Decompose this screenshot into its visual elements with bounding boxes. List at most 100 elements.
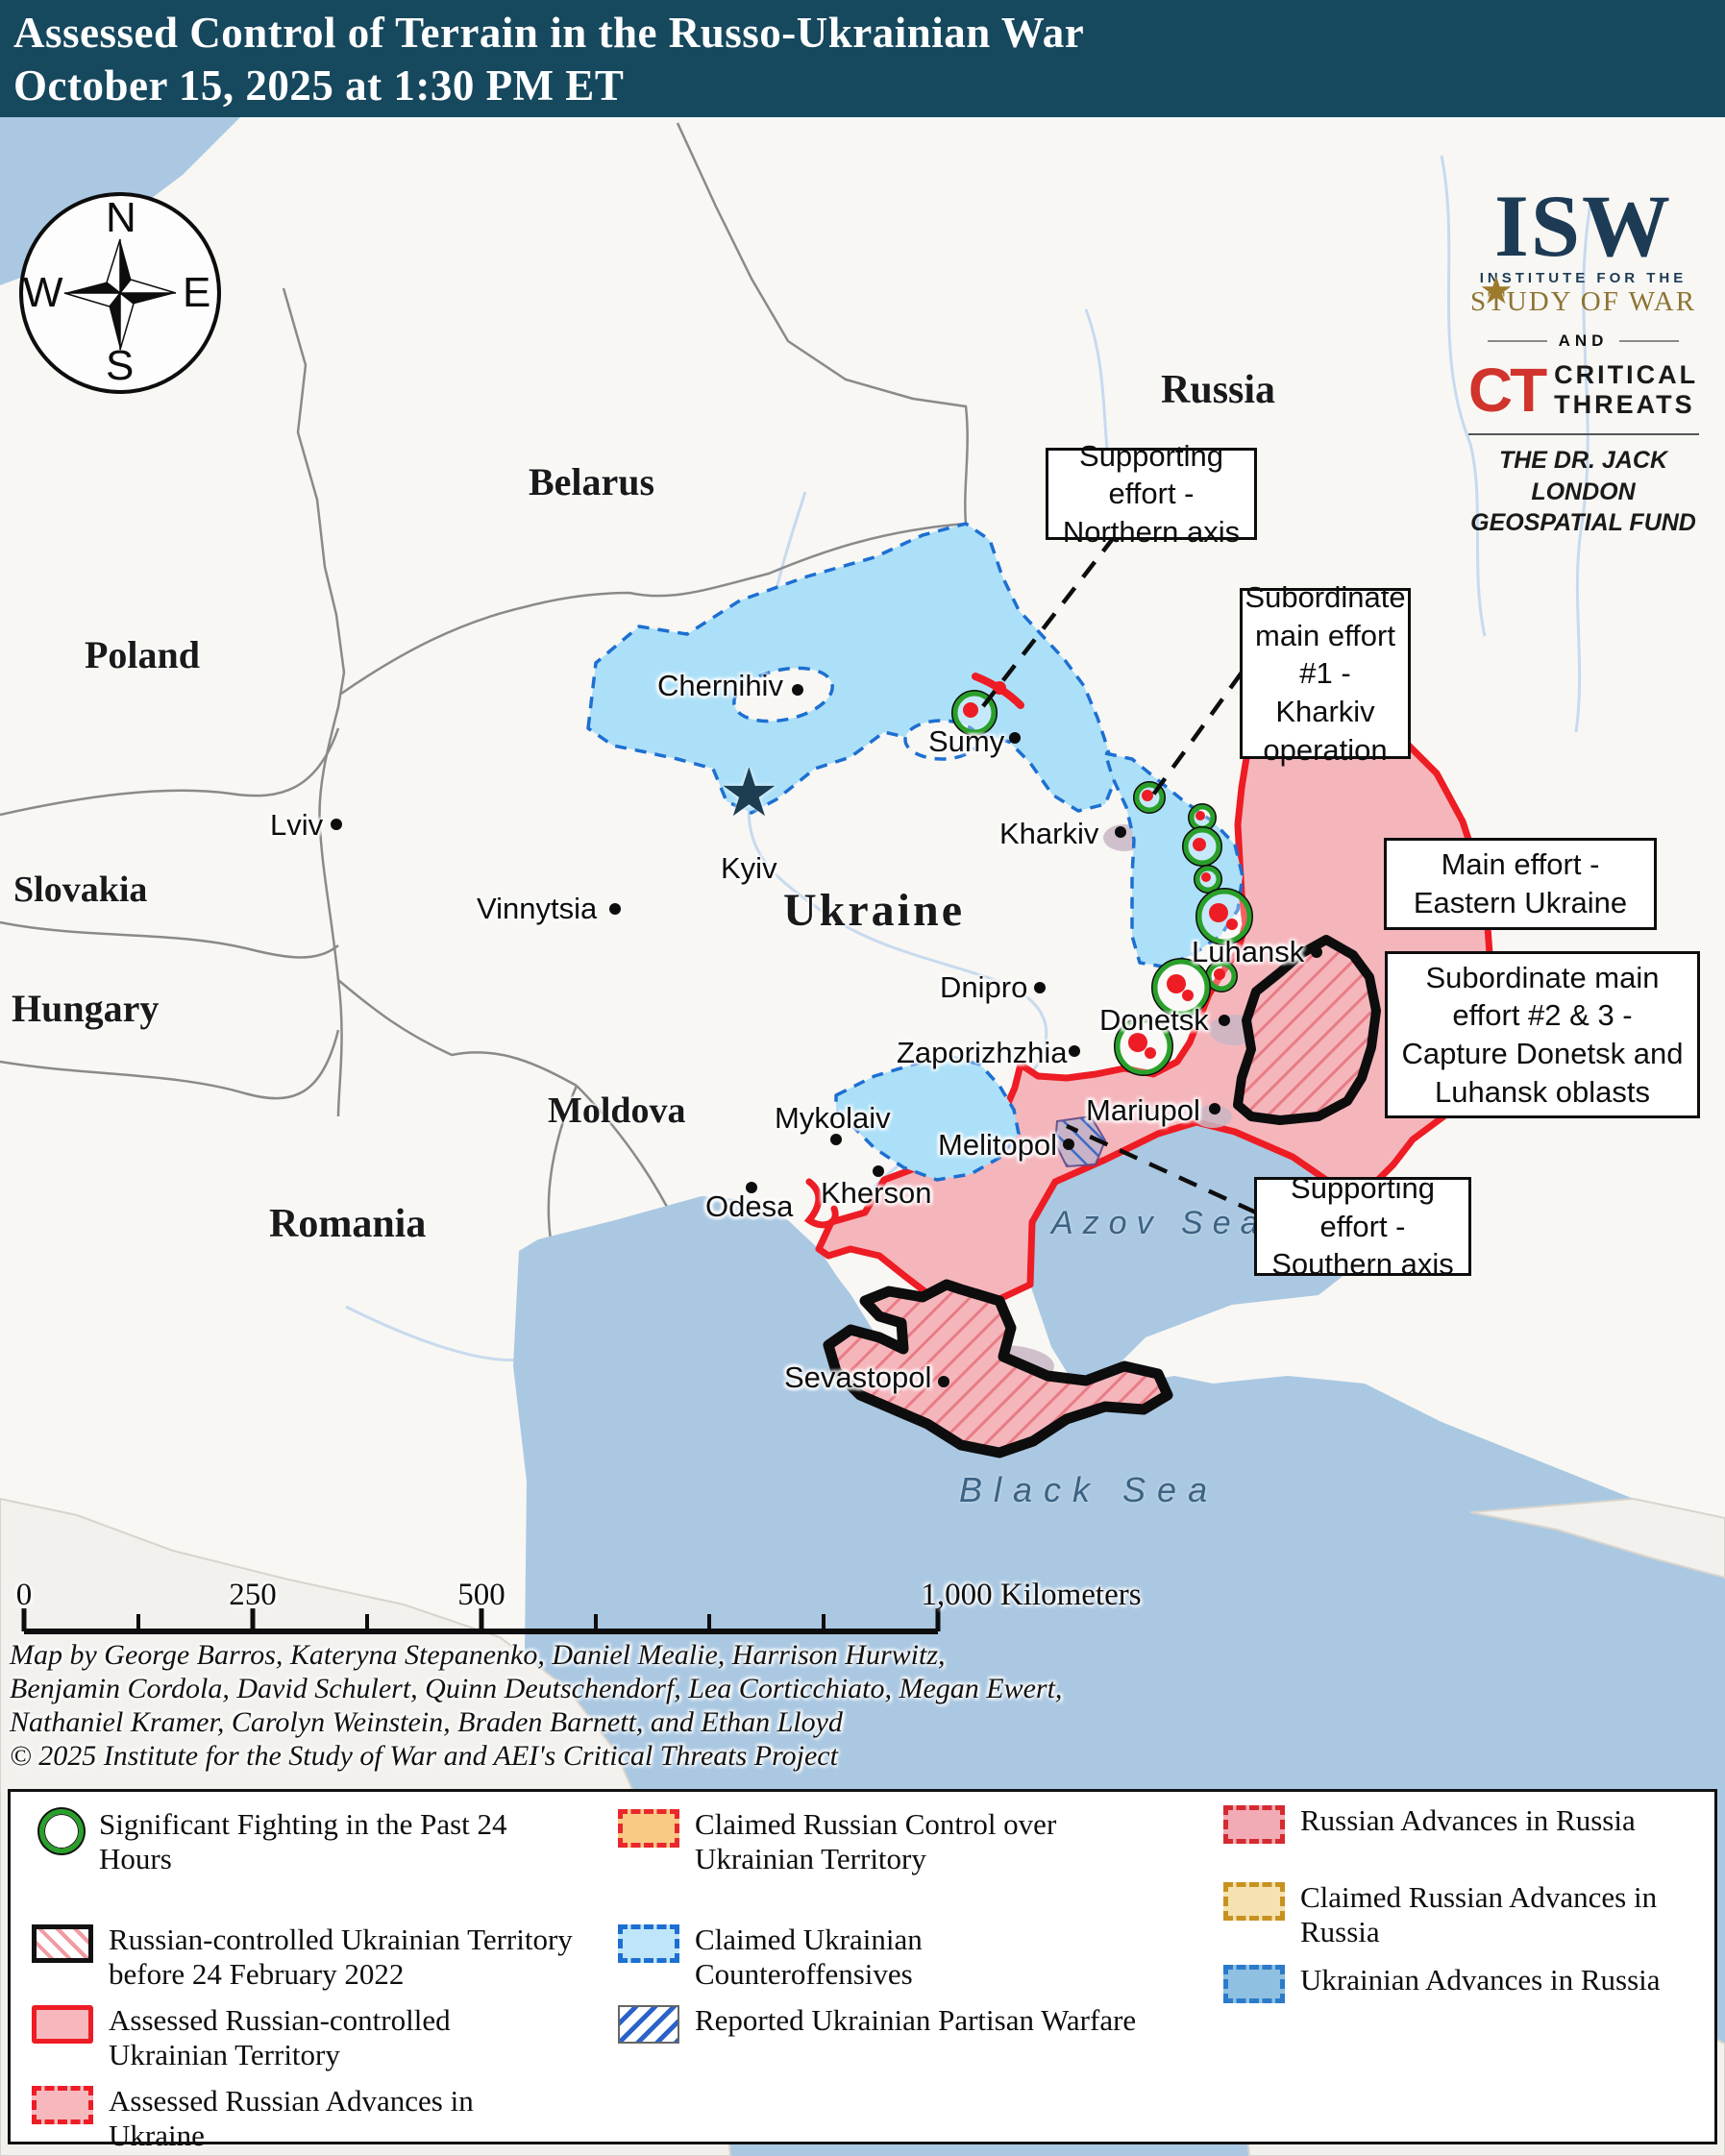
callout-line: Subordinate (1244, 579, 1406, 614)
map-date: October 15, 2025 at 1:30 PM ET (13, 61, 625, 110)
city-dot-zaporizhzhia (1069, 1045, 1080, 1057)
critical-threats-text: CRITICAL THREATS (1554, 360, 1698, 420)
city-label-kharkiv: Kharkiv (999, 817, 1099, 850)
country-label-moldova: Moldova (548, 1090, 686, 1131)
credit-line-4: © 2025 Institute for the Study of War an… (10, 1740, 838, 1772)
city-label-mariupol: Mariupol (1086, 1093, 1200, 1127)
compass-w: W (23, 269, 63, 316)
legend-label: Claimed Ukrainian Counteroffensives (695, 1923, 923, 1991)
callout-line: Capture Donetsk and (1401, 1037, 1684, 1070)
scale-bar-graphic (21, 1608, 941, 1634)
country-label-slovakia: Slovakia (13, 870, 148, 910)
legend-item-c2-r1: Claimed Russian Control over Ukrainian T… (618, 1807, 1146, 1875)
legend-swatch-dash-gold (1223, 1882, 1285, 1921)
city-dot-odesa (746, 1182, 757, 1193)
city-label-lviv: Lviv (270, 808, 324, 842)
legend-swatch-hatch-blue (618, 2005, 679, 2044)
compass-rose: N E S W (8, 181, 238, 416)
isw-institute-text: INSTITUTE FOR THE (1479, 270, 1688, 287)
scale-label-250: 250 (229, 1578, 277, 1612)
country-label-belarus: Belarus (529, 460, 655, 503)
partisan-area (1053, 1115, 1107, 1168)
legend-swatch-dash-red-rose (1223, 1805, 1285, 1844)
logo-divider (1467, 433, 1699, 436)
geospatial-fund-text: THE DR. JACK LONDON GEOSPATIAL FUND (1446, 445, 1720, 539)
country-label-hungary: Hungary (12, 987, 160, 1030)
callout-line: Kharkiv (1275, 694, 1375, 728)
map-title: Assessed Control of Terrain in the Russo… (13, 9, 1085, 57)
compass-e: E (183, 269, 211, 316)
city-dot-melitopol (1063, 1139, 1074, 1150)
callout-line: Southern axis (1271, 1247, 1454, 1282)
legend-label: Significant Fighting in the Past 24 Hour… (99, 1807, 507, 1875)
callout-line: effort #2 & 3 - (1452, 998, 1633, 1033)
compass-n: N (106, 194, 136, 241)
legend-label: Claimed Russian Advances in Russia (1300, 1880, 1658, 1948)
city-label-donetsk: Donetsk (1099, 1003, 1209, 1037)
legend-item-c3-r2: Claimed Russian Advances in Russia (1223, 1880, 1713, 1948)
city-dot-mariupol (1209, 1103, 1220, 1115)
counteroffensive-kherson (834, 1055, 1021, 1182)
legend-swatch-dash-red-orange (618, 1809, 679, 1848)
legend-item-c3-r1: Russian Advances in Russia (1223, 1803, 1636, 1844)
callout-line: operation (1263, 732, 1388, 767)
credit-line-1: Map by George Barros, Kateryna Stepanenk… (10, 1639, 946, 1671)
credit-line-3: Nathaniel Kramer, Carolyn Weinstein, Bra… (10, 1706, 843, 1738)
city-label-vinnytsia: Vinnytsia (477, 892, 598, 925)
threats-text: THREATS (1554, 390, 1695, 420)
city-dot-dnipro (1034, 982, 1046, 993)
city-dot-mykolaiv (830, 1134, 842, 1145)
city-label-sevastopol: Sevastopol (784, 1360, 932, 1394)
callout-line: main effort #1 - (1255, 618, 1395, 691)
city-label-mykolaiv: Mykolaiv (775, 1101, 891, 1135)
callout-line: Subordinate main (1425, 960, 1660, 994)
city-label-zaporizhzhia: Zaporizhzhia (897, 1036, 1068, 1069)
map-area: N E S W ISW ★ INSTITUTE FOR THE STUDY OF… (0, 117, 1725, 2156)
legend-swatch-hatch-red (32, 1924, 93, 1963)
callout-line: Luhansk oblasts (1434, 1074, 1651, 1109)
city-dot-sumy (1009, 732, 1021, 744)
scale-label-1-000-kilometers: 1,000 Kilometers (921, 1578, 1142, 1612)
city-dot-vinnytsia (609, 903, 621, 915)
legend-item-c2-r3: Reported Ukrainian Partisan Warfare (618, 2003, 1136, 2044)
critical-threats-logo: CT CRITICAL THREATS (1446, 355, 1720, 425)
city-dot-kherson (873, 1165, 884, 1177)
isw-ct-logo: ISW ★ INSTITUTE FOR THE STUDY OF WAR AND… (1446, 182, 1720, 539)
legend-item-c1-r3: Assessed Russian-controlled Ukrainian Te… (32, 2003, 560, 2071)
legend-swatch-solid-red (32, 2005, 93, 2044)
legend-label: Russian-controlled Ukrainian Territory b… (109, 1923, 573, 1991)
legend-swatch-dash-blue-steel (1223, 1965, 1285, 2003)
legend-label: Assessed Russian-controlled Ukrainian Te… (109, 2003, 451, 2071)
city-dot-chernihiv (792, 684, 803, 696)
callout-line: Supporting effort - (1291, 1171, 1435, 1243)
callout-main: Main effort - Eastern Ukraine (1384, 838, 1657, 930)
legend-label: Reported Ukrainian Partisan Warfare (695, 2003, 1137, 2037)
counteroffensive-north (586, 522, 1117, 815)
country-label-russia: Russia (1161, 368, 1276, 412)
ct-monogram: CT (1467, 355, 1547, 425)
sea-label-black-sea: Black Sea (959, 1470, 1220, 1509)
capital-star-icon: ★ (719, 755, 779, 830)
map-legend: Significant Fighting in the Past 24 Hour… (8, 1789, 1717, 2152)
city-label-melitopol: Melitopol (938, 1128, 1058, 1162)
title-bar: Assessed Control of Terrain in the Russo… (0, 0, 1725, 117)
and-text: AND (1558, 331, 1609, 351)
legend-label: Claimed Russian Control over Ukrainian T… (695, 1807, 1057, 1875)
city-label-chernihiv: Chernihiv (657, 669, 783, 702)
logo-and-row: AND (1446, 331, 1720, 351)
divider-line (1619, 340, 1680, 343)
legend-item-c1-r1: Significant Fighting in the Past 24 Hour… (32, 1807, 551, 1875)
scale-label-500: 500 (457, 1578, 505, 1612)
scale-label-0: 0 (15, 1578, 33, 1612)
city-dot-kharkiv (1115, 826, 1126, 838)
callout-southern: Supporting effort - Southern axis (1254, 1171, 1471, 1281)
legend-label: Assessed Russian Advances in Ukraine (109, 2084, 474, 2152)
city-dot-sevastopol (938, 1376, 949, 1387)
callout-line: Northern axis (1062, 514, 1241, 549)
country-label-romania: Romania (269, 1202, 427, 1246)
legend-item-c1-r4: Assessed Russian Advances in Ukraine (32, 2084, 560, 2152)
connector-lines (978, 534, 1257, 1215)
critical-text: CRITICAL (1554, 360, 1699, 390)
city-dot-donetsk (1219, 1015, 1230, 1026)
